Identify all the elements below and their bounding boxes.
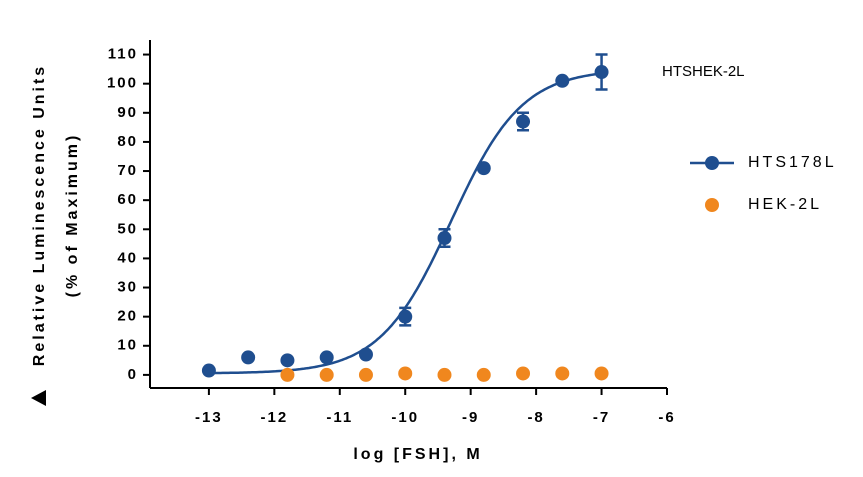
point xyxy=(201,363,216,378)
x-tick-label: -8 xyxy=(527,409,544,426)
y-tick-label: 30 xyxy=(117,279,138,296)
y-tick-label: 50 xyxy=(117,220,138,237)
y-tick-label: 110 xyxy=(108,46,138,63)
point xyxy=(476,367,491,382)
point xyxy=(358,347,373,362)
legend-label: HTS178L xyxy=(748,154,837,171)
point xyxy=(280,353,295,368)
y-axis-label: Relative Luminescence Units xyxy=(31,64,48,366)
point xyxy=(516,114,531,129)
symbol xyxy=(31,390,46,406)
point xyxy=(319,367,334,382)
x-tick-label: -10 xyxy=(391,409,419,426)
x-tick-label: -13 xyxy=(195,409,223,426)
legend-label: HEK-2L xyxy=(748,196,822,213)
y-tick-label: 60 xyxy=(117,191,138,208)
point xyxy=(241,350,256,365)
point xyxy=(398,309,413,324)
point xyxy=(555,366,570,381)
y-tick-label: 70 xyxy=(117,162,138,179)
y-tick-label: 20 xyxy=(117,308,138,325)
y-tick-label: 80 xyxy=(117,133,138,150)
y-axis-label: (% of Maximum) xyxy=(64,133,81,298)
y-tick-label: 100 xyxy=(107,75,138,92)
point xyxy=(555,73,570,88)
annotation: HTSHEK-2L xyxy=(662,63,745,80)
point xyxy=(516,366,531,381)
fit-curve xyxy=(208,72,602,375)
legend-marker xyxy=(705,156,719,170)
point xyxy=(437,231,452,246)
legend-marker xyxy=(705,198,719,212)
x-tick-label: -11 xyxy=(326,409,353,426)
x-tick-label: -6 xyxy=(658,409,675,426)
point xyxy=(280,367,295,382)
y-tick-label: 10 xyxy=(117,337,138,354)
x-axis-label: log [FSH], M xyxy=(353,446,482,463)
y-tick-label: 0 xyxy=(128,366,138,383)
x-tick-label: -9 xyxy=(462,409,479,426)
x-tick-label: -7 xyxy=(593,409,610,426)
point xyxy=(594,65,609,80)
point xyxy=(476,161,491,176)
x-tick-label: -12 xyxy=(260,409,288,426)
point xyxy=(594,366,609,381)
point xyxy=(398,366,413,381)
point xyxy=(319,350,334,365)
y-tick-label: 40 xyxy=(117,249,138,266)
point xyxy=(437,367,452,382)
point xyxy=(358,367,373,382)
y-tick-label: 90 xyxy=(117,104,138,121)
